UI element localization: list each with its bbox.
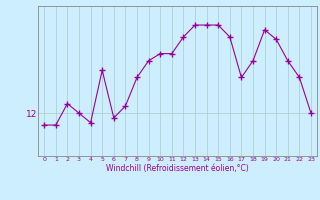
X-axis label: Windchill (Refroidissement éolien,°C): Windchill (Refroidissement éolien,°C) bbox=[106, 164, 249, 173]
